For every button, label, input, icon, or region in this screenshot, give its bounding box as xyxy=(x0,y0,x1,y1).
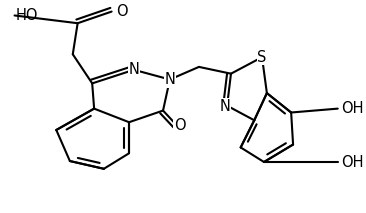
Text: N: N xyxy=(128,62,139,77)
Text: N: N xyxy=(220,99,231,114)
Text: OH: OH xyxy=(341,154,364,170)
Text: O: O xyxy=(174,118,185,133)
Text: OH: OH xyxy=(341,101,364,116)
Text: O: O xyxy=(116,4,128,19)
Text: S: S xyxy=(257,50,267,65)
Text: N: N xyxy=(164,72,175,87)
Text: HO: HO xyxy=(15,8,38,23)
